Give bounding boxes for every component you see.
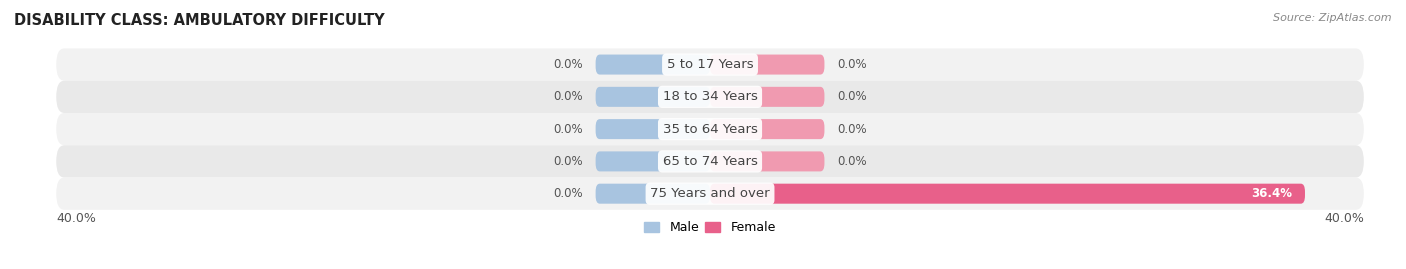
Text: 40.0%: 40.0% [1324, 213, 1364, 225]
Text: 0.0%: 0.0% [553, 123, 582, 136]
Text: 35 to 64 Years: 35 to 64 Years [662, 123, 758, 136]
Text: 75 Years and over: 75 Years and over [650, 187, 770, 200]
FancyBboxPatch shape [596, 184, 710, 204]
FancyBboxPatch shape [710, 119, 824, 139]
Text: 65 to 74 Years: 65 to 74 Years [662, 155, 758, 168]
Text: 0.0%: 0.0% [553, 155, 582, 168]
Text: 0.0%: 0.0% [838, 123, 868, 136]
FancyBboxPatch shape [710, 87, 824, 107]
FancyBboxPatch shape [56, 145, 1364, 178]
FancyBboxPatch shape [56, 48, 1364, 81]
FancyBboxPatch shape [596, 151, 710, 171]
FancyBboxPatch shape [56, 81, 1364, 113]
Text: DISABILITY CLASS: AMBULATORY DIFFICULTY: DISABILITY CLASS: AMBULATORY DIFFICULTY [14, 13, 385, 29]
Legend: Male, Female: Male, Female [640, 216, 780, 239]
Text: 36.4%: 36.4% [1251, 187, 1292, 200]
Text: 0.0%: 0.0% [838, 58, 868, 71]
Text: 0.0%: 0.0% [838, 90, 868, 103]
FancyBboxPatch shape [56, 113, 1364, 145]
Text: 0.0%: 0.0% [553, 58, 582, 71]
Text: 0.0%: 0.0% [553, 90, 582, 103]
FancyBboxPatch shape [710, 55, 824, 75]
FancyBboxPatch shape [710, 184, 1305, 204]
FancyBboxPatch shape [710, 151, 824, 171]
Text: 18 to 34 Years: 18 to 34 Years [662, 90, 758, 103]
Text: 40.0%: 40.0% [56, 213, 96, 225]
FancyBboxPatch shape [56, 178, 1364, 210]
FancyBboxPatch shape [596, 87, 710, 107]
Text: Source: ZipAtlas.com: Source: ZipAtlas.com [1274, 13, 1392, 23]
Text: 0.0%: 0.0% [553, 187, 582, 200]
Text: 5 to 17 Years: 5 to 17 Years [666, 58, 754, 71]
Text: 0.0%: 0.0% [838, 155, 868, 168]
FancyBboxPatch shape [596, 119, 710, 139]
FancyBboxPatch shape [596, 55, 710, 75]
